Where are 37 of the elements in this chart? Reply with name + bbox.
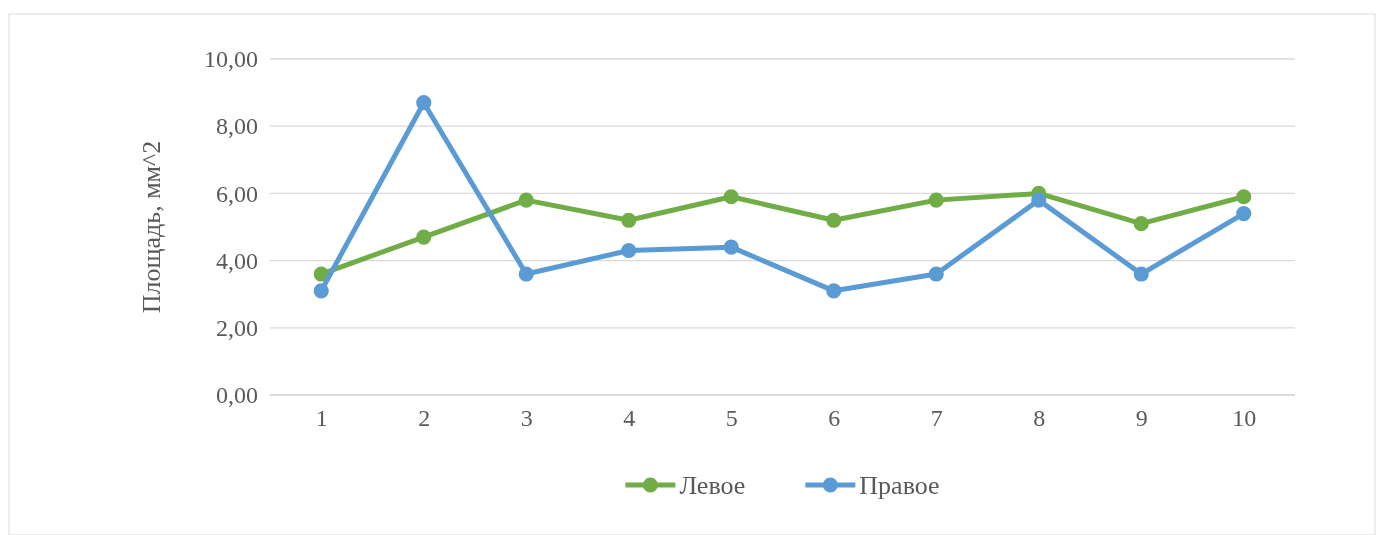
y-axis-title: Площадь, мм^2 xyxy=(137,140,166,314)
point xyxy=(723,239,739,255)
y-tick-label: 8,00 xyxy=(216,113,258,140)
x-tick-label: 3 xyxy=(520,405,533,432)
y-tick-label: 10,00 xyxy=(204,46,258,73)
x-tick-label: 9 xyxy=(1135,405,1148,432)
point xyxy=(416,229,432,245)
x-tick-label: 5 xyxy=(725,405,738,432)
x-tick-label: 2 xyxy=(418,405,431,432)
point xyxy=(928,266,944,282)
point xyxy=(313,283,329,299)
y-tick-label: 0,00 xyxy=(216,382,258,409)
point xyxy=(928,192,944,208)
x-tick-label: 10 xyxy=(1232,405,1257,432)
x-tick-label: 7 xyxy=(930,405,943,432)
x-tick-label: 4 xyxy=(623,405,636,432)
x-tick-label: 1 xyxy=(315,405,328,432)
point xyxy=(1236,189,1252,205)
point xyxy=(1133,216,1149,232)
point xyxy=(416,95,432,111)
point xyxy=(723,189,739,205)
point xyxy=(826,212,842,228)
point xyxy=(826,283,842,299)
point xyxy=(518,192,534,208)
point xyxy=(621,212,637,228)
point xyxy=(518,266,534,282)
legend-label: Левое xyxy=(679,471,746,500)
point xyxy=(1031,192,1047,208)
y-tick-label: 4,00 xyxy=(216,247,258,274)
point xyxy=(1133,266,1149,282)
point xyxy=(1236,206,1252,222)
y-tick-label: 2,00 xyxy=(216,314,258,341)
x-tick-label: 6 xyxy=(828,405,841,432)
legend-label: Правое xyxy=(859,471,940,500)
y-tick-label: 6,00 xyxy=(216,180,258,207)
x-tick-label: 8 xyxy=(1033,405,1046,432)
point xyxy=(621,242,637,259)
